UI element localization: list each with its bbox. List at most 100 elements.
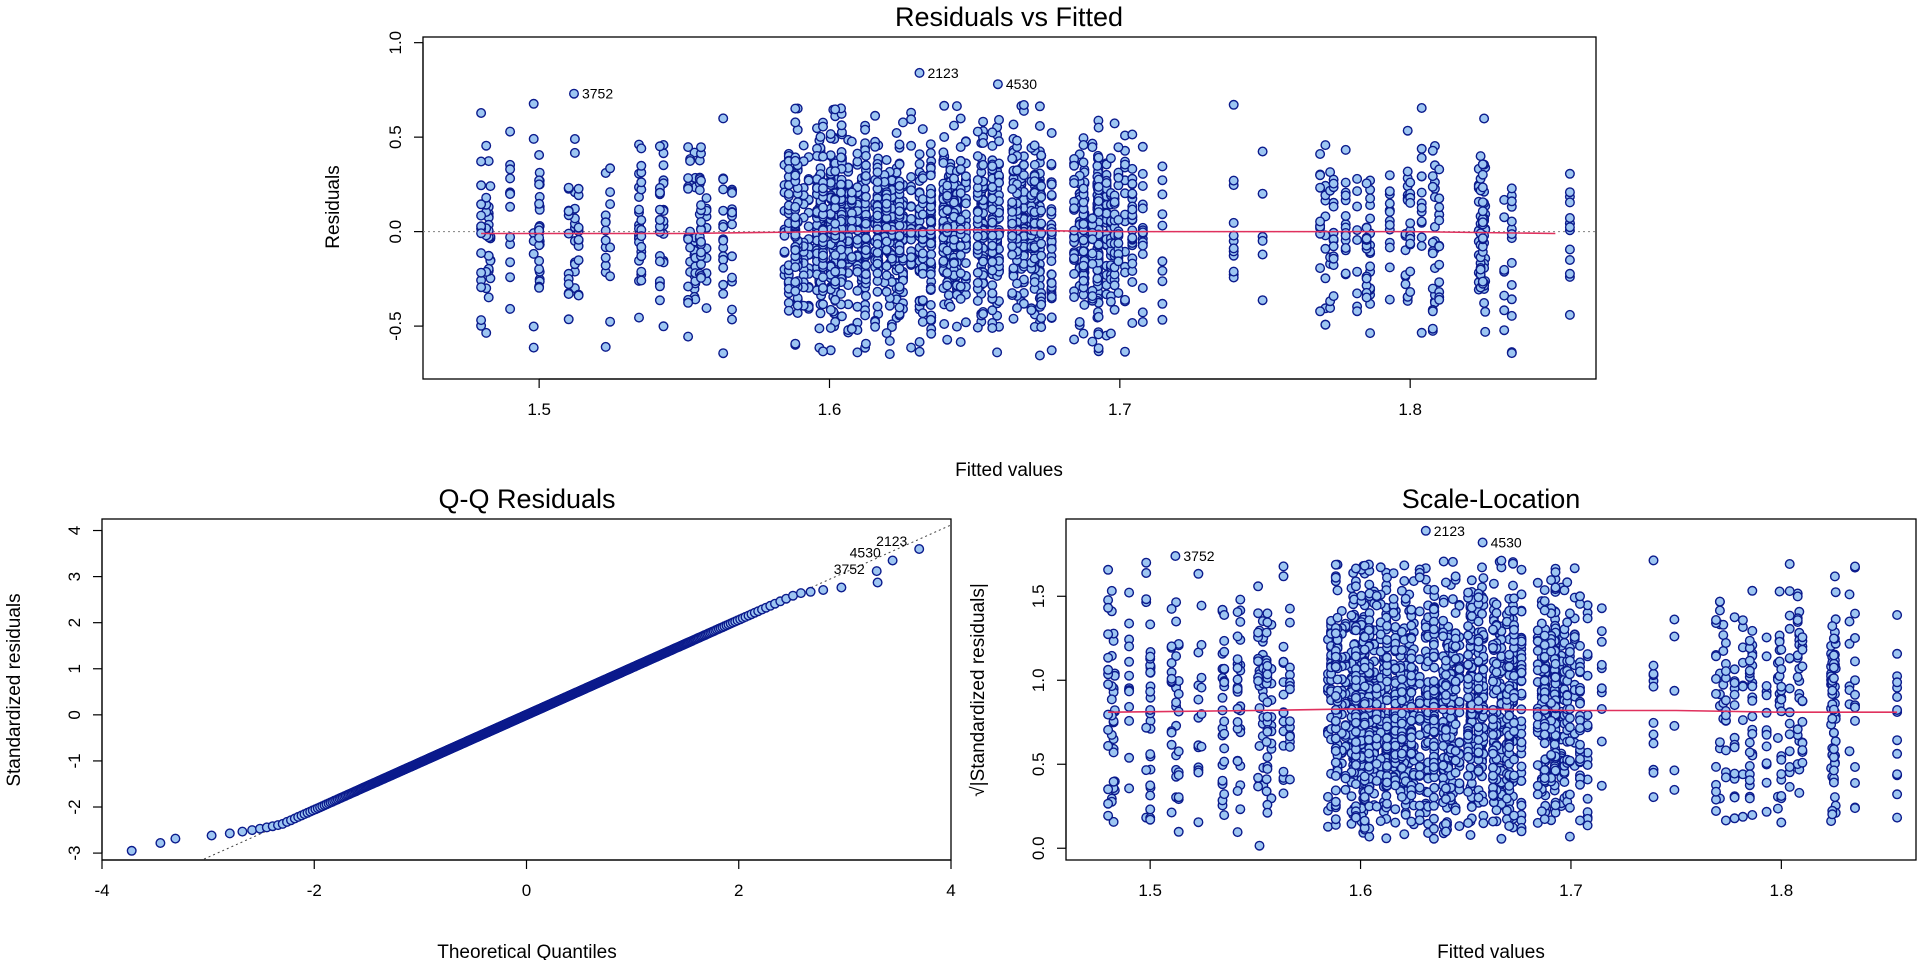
data-point bbox=[1506, 196, 1517, 207]
data-point bbox=[1093, 329, 1104, 340]
data-point bbox=[573, 255, 584, 266]
data-point bbox=[1406, 653, 1417, 664]
data-point bbox=[1506, 280, 1517, 291]
data-point bbox=[1428, 813, 1439, 824]
data-point bbox=[992, 347, 1003, 358]
data-point bbox=[872, 238, 883, 249]
data-point bbox=[1328, 201, 1339, 212]
data-point bbox=[476, 315, 487, 326]
data-point bbox=[563, 289, 574, 300]
data-point bbox=[1320, 319, 1331, 330]
data-point bbox=[1113, 288, 1124, 299]
data-point bbox=[476, 180, 487, 191]
data-point bbox=[1596, 683, 1607, 694]
data-point bbox=[1475, 151, 1486, 162]
data-point bbox=[1219, 810, 1230, 821]
data-point bbox=[925, 170, 936, 181]
data-point bbox=[1340, 190, 1351, 201]
data-point bbox=[1036, 181, 1047, 192]
data-point bbox=[534, 198, 545, 209]
x-axis-label: Theoretical Quantiles bbox=[437, 942, 617, 960]
data-point bbox=[1794, 787, 1805, 798]
data-point bbox=[1499, 325, 1510, 336]
data-point bbox=[1405, 266, 1416, 277]
data-point bbox=[1574, 815, 1585, 826]
data-point bbox=[1729, 813, 1740, 824]
data-point bbox=[1127, 204, 1138, 215]
data-point bbox=[534, 264, 545, 275]
data-point bbox=[696, 272, 707, 283]
data-point bbox=[1137, 317, 1148, 328]
data-point bbox=[783, 188, 794, 199]
data-point bbox=[1007, 230, 1018, 241]
data-point bbox=[1416, 232, 1427, 243]
data-point bbox=[938, 157, 949, 168]
data-point bbox=[1416, 216, 1427, 227]
data-point bbox=[1029, 176, 1040, 187]
x-tick-label: 1.5 bbox=[527, 400, 551, 419]
data-point bbox=[1428, 701, 1439, 712]
x-tick-label: 1.6 bbox=[818, 400, 842, 419]
data-point bbox=[505, 164, 516, 175]
data-point bbox=[1475, 264, 1486, 275]
data-point bbox=[1340, 144, 1351, 155]
data-point bbox=[1582, 613, 1593, 624]
data-point bbox=[605, 316, 616, 327]
data-point bbox=[870, 110, 881, 121]
data-point bbox=[825, 323, 836, 334]
data-point bbox=[870, 141, 881, 152]
data-point bbox=[960, 258, 971, 269]
data-point bbox=[906, 140, 917, 151]
data-point bbox=[881, 286, 892, 297]
data-point bbox=[605, 271, 616, 282]
data-point bbox=[1504, 780, 1515, 791]
data-point bbox=[1428, 676, 1439, 687]
data-point bbox=[1320, 273, 1331, 284]
data-point bbox=[1217, 692, 1228, 703]
data-point bbox=[1093, 207, 1104, 218]
data-point bbox=[836, 187, 847, 198]
data-point bbox=[605, 242, 616, 253]
x-axis-label: Fitted values bbox=[1437, 942, 1545, 960]
data-point bbox=[1365, 193, 1376, 204]
data-point bbox=[960, 171, 971, 182]
data-point bbox=[605, 187, 616, 198]
data-point bbox=[683, 173, 694, 184]
data-point bbox=[945, 301, 956, 312]
data-point bbox=[830, 250, 841, 261]
data-point bbox=[894, 245, 905, 256]
data-point bbox=[925, 314, 936, 325]
data-point bbox=[917, 248, 928, 259]
data-point bbox=[906, 185, 917, 196]
data-point bbox=[718, 221, 729, 232]
data-point bbox=[1228, 230, 1239, 241]
data-point bbox=[1171, 597, 1182, 608]
data-point bbox=[1078, 275, 1089, 286]
data-point bbox=[1506, 348, 1517, 359]
data-point bbox=[1340, 210, 1351, 221]
data-point bbox=[1434, 294, 1445, 305]
data-point bbox=[942, 245, 953, 256]
data-point bbox=[1278, 766, 1289, 777]
data-point bbox=[881, 244, 892, 255]
data-point bbox=[683, 183, 694, 194]
point-label: 4530 bbox=[1006, 76, 1037, 92]
data-point bbox=[1400, 279, 1411, 290]
x-tick-label: 0 bbox=[522, 881, 531, 900]
data-point bbox=[942, 190, 953, 201]
data-point bbox=[1278, 689, 1289, 700]
data-point bbox=[1427, 181, 1438, 192]
data-point bbox=[1504, 821, 1515, 832]
data-point bbox=[881, 328, 892, 339]
data-point bbox=[1141, 568, 1152, 579]
data-point bbox=[1506, 216, 1517, 227]
data-point bbox=[830, 104, 841, 115]
data-point bbox=[476, 248, 487, 259]
data-point bbox=[790, 170, 801, 181]
data-point bbox=[1406, 748, 1417, 759]
data-point bbox=[860, 150, 871, 161]
data-point bbox=[1416, 202, 1427, 213]
data-point bbox=[1501, 793, 1512, 804]
data-point bbox=[1340, 268, 1351, 279]
data-point bbox=[906, 342, 917, 353]
